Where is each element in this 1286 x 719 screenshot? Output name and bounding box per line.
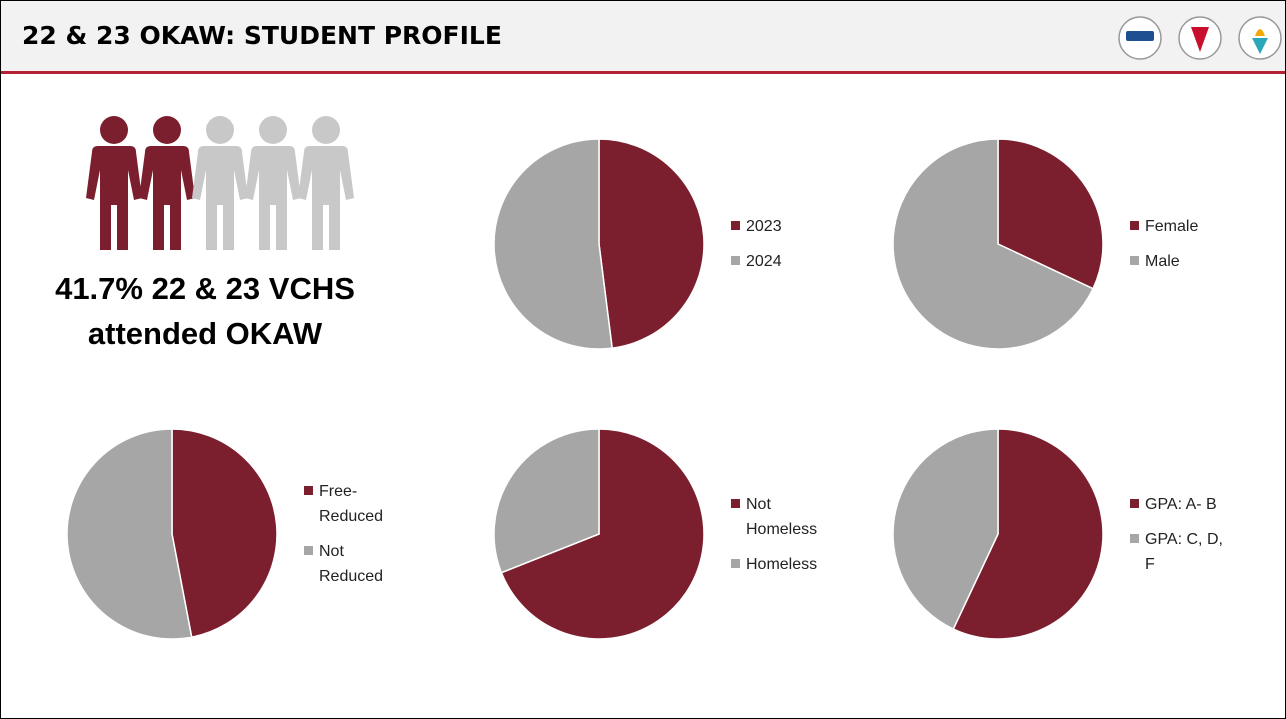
legend: 2023 2024: [731, 144, 832, 344]
person-body: [86, 146, 142, 250]
legend-swatch: [1130, 221, 1139, 230]
legend-label: Free-Reduced: [319, 483, 384, 525]
legend-swatch: [731, 256, 740, 265]
legend-swatch: [1130, 498, 1139, 508]
legend-label: 2024: [746, 253, 782, 270]
legend-swatch: [731, 221, 740, 230]
legend-label: 2023: [746, 218, 782, 235]
legend-item: 2024: [731, 249, 832, 274]
callout-text: 41.7% 22 & 23 VCHS attended OKAW: [55, 271, 355, 351]
person-head: [312, 116, 340, 144]
legend-item: 2023: [731, 214, 832, 239]
person-head: [259, 116, 287, 144]
legend-swatch: [1130, 533, 1139, 543]
legend-item: Female: [1130, 214, 1231, 239]
person-body: [192, 146, 248, 250]
legend-swatch: [304, 546, 313, 555]
legend-item: GPA: C, D, F: [1130, 527, 1231, 577]
pie-slice: [66, 428, 193, 640]
legend: Free-Reduced Not Reduced: [304, 434, 405, 634]
legend: GPA: A- B GPA: C, D, F: [1130, 434, 1231, 634]
pie-slice: [493, 138, 613, 350]
legend-label: Female: [1145, 218, 1199, 235]
legend-item: GPA: A- B: [1130, 492, 1231, 517]
pie-slice: [952, 428, 1104, 640]
pie-slice: [171, 428, 278, 639]
legend-item: Not Homeless: [731, 492, 832, 542]
person-head: [206, 116, 234, 144]
pie-slice: [892, 138, 1095, 350]
people-icon: [86, 116, 354, 250]
legend-label: Not Homeless: [746, 495, 818, 538]
header: 22 & 23 OKAW: STUDENT PROFILE: [1, 1, 1285, 74]
pie-slice: [598, 138, 705, 350]
legend-label: Not Reduced: [319, 543, 384, 585]
person-body: [245, 146, 301, 250]
pie-slice: [493, 428, 600, 574]
legend: Not Homeless Homeless: [731, 434, 832, 634]
legend-swatch: [304, 486, 313, 495]
slide-title: 22 & 23 OKAW: STUDENT PROFILE: [22, 21, 502, 50]
person-body: [139, 146, 195, 250]
person-head: [100, 116, 128, 144]
person-body: [298, 146, 354, 250]
legend-item: Male: [1130, 249, 1231, 274]
legend-item: Homeless: [731, 552, 832, 577]
legend-label: GPA: C, D, F: [1145, 530, 1223, 573]
legend-swatch: [731, 558, 740, 568]
legend-item: Not Reduced: [304, 539, 405, 589]
legend-swatch: [1130, 256, 1139, 265]
person-head: [153, 116, 181, 144]
pie-slice: [892, 428, 999, 631]
legend-label: Male: [1145, 253, 1180, 270]
pie-slice: [997, 138, 1104, 290]
legend: Female Male: [1130, 144, 1231, 344]
legend-label: GPA: A- B: [1145, 495, 1217, 513]
legend-swatch: [731, 498, 740, 508]
pie-slice: [500, 428, 705, 640]
logos: [1118, 16, 1282, 60]
legend-label: Homeless: [746, 555, 818, 573]
legend-item: Free-Reduced: [304, 479, 405, 529]
